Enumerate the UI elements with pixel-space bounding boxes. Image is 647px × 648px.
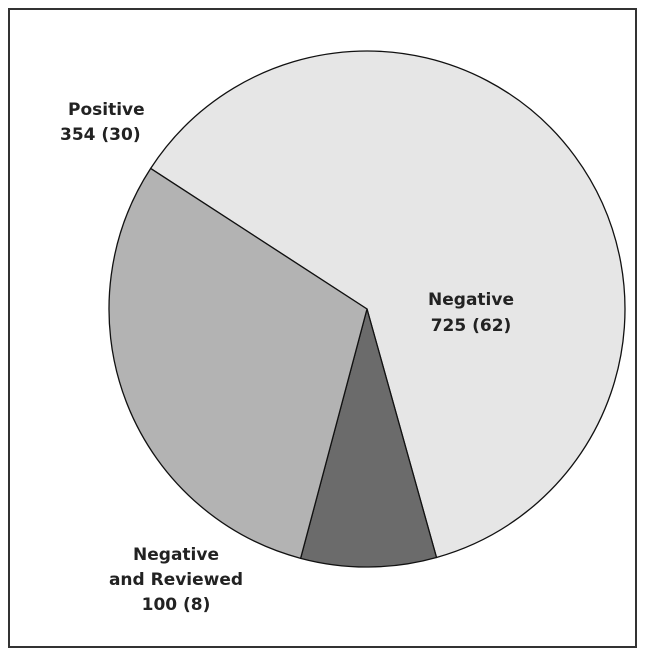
label-positive-value: 354 (30) <box>60 125 141 145</box>
label-negative-reviewed-line1: Negative <box>133 545 219 565</box>
pie-slice-negative <box>149 50 626 559</box>
label-negative-name: Negative <box>428 290 514 310</box>
label-positive-name: Positive <box>68 100 145 120</box>
pie-chart: Negative 725 (62) Positive 354 (30) Nega… <box>60 50 626 615</box>
pie-slice-negative-reviewed <box>299 308 438 568</box>
label-negative-reviewed-line2: and Reviewed <box>109 570 243 590</box>
label-negative-reviewed-value: 100 (8) <box>142 595 211 615</box>
label-negative-value: 725 (62) <box>431 316 512 336</box>
pie-slice-positive <box>108 167 368 559</box>
